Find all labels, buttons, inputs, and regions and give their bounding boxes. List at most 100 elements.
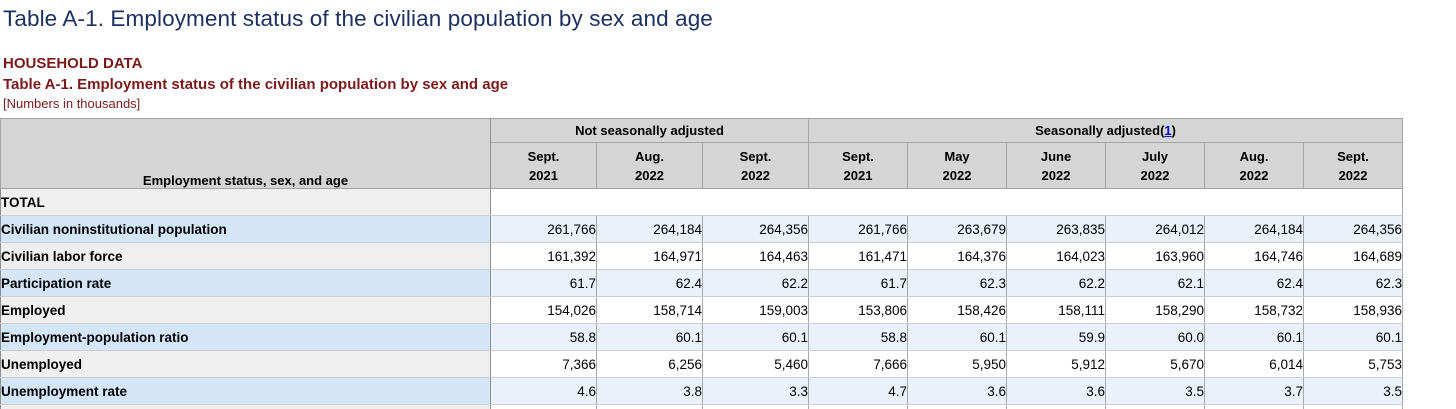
column-header: May 2022 [907, 142, 1008, 189]
cell-value [702, 404, 810, 409]
column-header: July 2022 [1105, 142, 1206, 189]
row-label: Unemployed [0, 350, 491, 378]
column-year: 2021 [843, 167, 873, 183]
cell-value: 158,426 [907, 296, 1008, 324]
cell-value [1303, 404, 1404, 409]
cell-value [490, 404, 597, 409]
column-year: 2022 [1041, 167, 1071, 183]
cell-value: 62.3 [907, 269, 1008, 297]
group-header-row: Employment status, sex, and age Not seas… [0, 118, 1404, 189]
row-label: Employment-population ratio [0, 323, 491, 351]
column-header: Aug. 2022 [596, 142, 703, 189]
cell-value: 264,184 [1204, 215, 1305, 243]
cell-value: 264,356 [1303, 215, 1404, 243]
cell-value: 261,766 [490, 215, 597, 243]
cell-value: 158,936 [1303, 296, 1404, 324]
table-row: Civilian noninstitutional population 261… [0, 215, 1404, 243]
cell-value: 264,356 [702, 215, 810, 243]
column-header: Sept. 2021 [808, 142, 909, 189]
cell-value: 60.1 [702, 323, 810, 351]
table-row: Employed 154,026 158,714 159,003 153,806… [0, 296, 1404, 324]
group-header-seasonally-adjusted: Seasonally adjusted(1) [808, 118, 1404, 143]
column-year: 2022 [942, 167, 972, 183]
column-year: 2022 [1338, 167, 1368, 183]
cell-value: 7,366 [490, 350, 597, 378]
cell-value: 3.7 [1204, 377, 1305, 405]
cell-value [1105, 404, 1206, 409]
column-month: June [1040, 148, 1072, 164]
cell-value: 3.6 [1006, 377, 1107, 405]
column-month: Aug. [1239, 148, 1269, 164]
cell-value: 62.2 [1006, 269, 1107, 297]
cell-value: 4.6 [490, 377, 597, 405]
row-label: Civilian noninstitutional population [0, 215, 491, 243]
column-month: July [1142, 148, 1169, 164]
column-header: June 2022 [1006, 142, 1107, 189]
cell-value [1204, 404, 1305, 409]
seasonally-adjusted-text: Seasonally adjusted( [1035, 123, 1165, 138]
column-year: 2022 [1140, 167, 1170, 183]
row-label: Unemployment rate [0, 377, 491, 405]
cell-value [808, 404, 909, 409]
table-row: Participation rate 61.7 62.4 62.2 61.7 6… [0, 269, 1404, 297]
column-month: Aug. [635, 148, 664, 164]
cell-value: 158,714 [596, 296, 703, 324]
cell-value: 62.4 [596, 269, 703, 297]
cell-value: 58.8 [490, 323, 597, 351]
column-header: Sept. 2021 [490, 142, 597, 189]
table-row: Unemployment rate 4.6 3.8 3.3 4.7 3.6 3.… [0, 377, 1404, 405]
cell-value: 263,835 [1006, 215, 1107, 243]
section-row-total: TOTAL [0, 188, 1404, 216]
cell-value: 261,766 [808, 215, 909, 243]
cell-value [907, 404, 1008, 409]
column-year: 2022 [741, 167, 770, 183]
cell-value: 61.7 [490, 269, 597, 297]
cell-value: 5,912 [1006, 350, 1107, 378]
cell-value: 5,753 [1303, 350, 1404, 378]
table-title: Table A-1. Employment status of the civi… [3, 76, 509, 93]
cell-value: 264,184 [596, 215, 703, 243]
cell-value: 6,014 [1204, 350, 1305, 378]
cell-value: 62.1 [1105, 269, 1206, 297]
column-year: 2022 [1239, 167, 1269, 183]
table-row: Civilian labor force 161,392 164,971 164… [0, 242, 1404, 270]
row-label: Civilian labor force [0, 242, 491, 270]
cell-value: 6,256 [596, 350, 703, 378]
row-label: TOTAL [0, 188, 491, 216]
cell-value: 5,950 [907, 350, 1008, 378]
cell-value: 62.4 [1204, 269, 1305, 297]
cell-value: 60.1 [1204, 323, 1305, 351]
cell-value: 59.9 [1006, 323, 1107, 351]
cell-value: 264,012 [1105, 215, 1206, 243]
table-row-partial [0, 404, 1404, 409]
cell-value: 163,960 [1105, 242, 1206, 270]
column-year: 2021 [529, 167, 558, 183]
table-row: Unemployed 7,366 6,256 5,460 7,666 5,950… [0, 350, 1404, 378]
employment-status-table: Employment status, sex, and age Not seas… [0, 118, 1404, 409]
cell-value: 62.3 [1303, 269, 1404, 297]
units-note: [Numbers in thousands] [3, 96, 141, 111]
column-header: Sept. 2022 [701, 142, 810, 189]
cell-value: 5,670 [1105, 350, 1206, 378]
section-row-empty-cells [490, 188, 1404, 216]
footnote-1-link[interactable]: 1 [1164, 123, 1172, 138]
cell-value: 60.0 [1105, 323, 1206, 351]
cell-value: 263,679 [907, 215, 1008, 243]
cell-value: 3.3 [702, 377, 810, 405]
row-label [0, 404, 491, 409]
cell-value: 62.2 [702, 269, 810, 297]
cell-value: 153,806 [808, 296, 909, 324]
cell-value [596, 404, 703, 409]
cell-value: 158,111 [1006, 296, 1107, 324]
cell-value: 159,003 [702, 296, 810, 324]
table-row: Employment-population ratio 58.8 60.1 60… [0, 323, 1404, 351]
cell-value: 5,460 [702, 350, 810, 378]
cell-value: 164,689 [1303, 242, 1404, 270]
column-month: Sept. [527, 148, 560, 164]
cell-value: 164,463 [702, 242, 810, 270]
cell-value: 164,376 [907, 242, 1008, 270]
column-month: Sept. [842, 148, 874, 164]
column-month: May [944, 148, 970, 164]
column-header: Sept. 2022 [1303, 142, 1404, 189]
column-month: Sept. [1337, 148, 1369, 164]
